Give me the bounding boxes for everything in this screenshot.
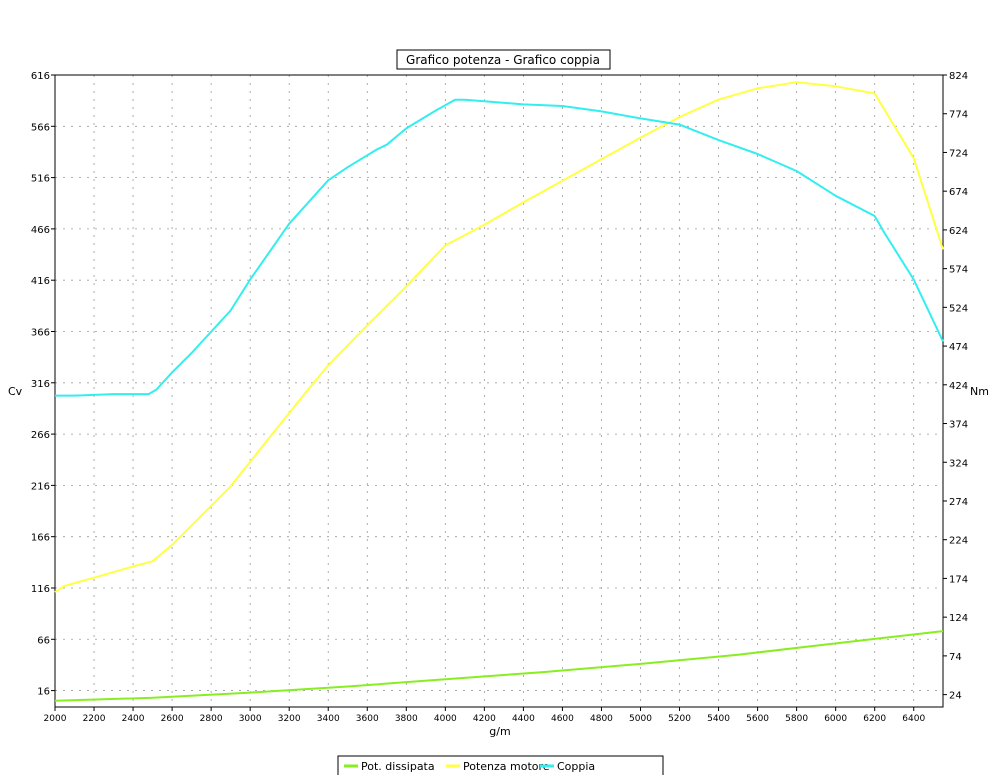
x-tick-label: 4400	[512, 714, 535, 724]
y-left-tick-label: 66	[37, 635, 50, 646]
y-right-tick-label: 424	[949, 381, 968, 392]
y-axis-left-label: Cv	[8, 385, 23, 398]
y-right-tick-label: 624	[949, 226, 968, 237]
x-tick-label: 3200	[278, 714, 301, 724]
plot-frame	[54, 74, 944, 708]
y-left-tick-label: 216	[31, 481, 50, 492]
y-right-tick-label: 724	[949, 148, 968, 159]
y-right-tick-label: 274	[949, 497, 968, 508]
y-left-tick-label: 366	[31, 327, 50, 338]
y-left-tick-label: 166	[31, 533, 50, 544]
y-left-tick-label: 616	[31, 71, 50, 82]
y-left-tick-label: 16	[37, 687, 50, 698]
legend: Pot. dissipata Potenza motore Coppia	[337, 755, 664, 775]
x-tick-label: 3000	[239, 714, 262, 724]
x-axis-label: g/m	[489, 725, 510, 738]
x-tick-label: 5600	[746, 714, 769, 724]
x-tick-label: 4200	[473, 714, 496, 724]
x-tick-label: 2800	[200, 714, 223, 724]
x-tick-label: 4600	[551, 714, 574, 724]
x-tick-label: 2200	[83, 714, 106, 724]
legend-label: Coppia	[557, 760, 595, 773]
series-line-potenza-motore	[54, 81, 944, 593]
x-tick-label: 2600	[161, 714, 184, 724]
y-left-tick-label: 116	[31, 584, 50, 595]
x-tick-label: 5200	[668, 714, 691, 724]
y-left-tick-label: 316	[31, 379, 50, 390]
x-tick-label: 4800	[590, 714, 613, 724]
x-tick-label: 5000	[629, 714, 652, 724]
x-tick-label: 4000	[434, 714, 457, 724]
x-tick-label: 3800	[395, 714, 418, 724]
y-axis-right-label: Nm	[970, 385, 989, 398]
y-right-tick-label: 674	[949, 187, 968, 198]
y-left-tick-label: 466	[31, 225, 50, 236]
y-right-tick-label: 824	[949, 71, 968, 82]
y-right-tick-label: 374	[949, 420, 968, 431]
x-tick-label: 3400	[317, 714, 340, 724]
title-box	[396, 49, 611, 70]
x-tick-label: 3600	[356, 714, 379, 724]
y-left-tick-label: 566	[31, 122, 50, 133]
x-tick-label: 5800	[785, 714, 808, 724]
x-tick-label: 5400	[707, 714, 730, 724]
y-right-tick-label: 124	[949, 613, 968, 624]
y-left-tick-label: 516	[31, 174, 50, 185]
y-right-tick-label: 474	[949, 342, 968, 353]
y-right-tick-label: 174	[949, 574, 968, 585]
legend-label: Pot. dissipata	[361, 760, 435, 773]
y-right-tick-label: 74	[949, 652, 962, 663]
legend-box	[337, 755, 664, 775]
y-right-tick-label: 324	[949, 458, 968, 469]
series-line-coppia	[55, 98, 944, 397]
x-tick-label: 6200	[863, 714, 886, 724]
x-tick-label: 6400	[902, 714, 925, 724]
axis-layer: 2000 2200 2400 2600 2800 3000 3200 3400 3600 3800…	[31, 71, 968, 724]
x-tick-label: 6000	[824, 714, 847, 724]
x-tick-label: 2400	[122, 714, 145, 724]
legend-label: Potenza motore	[463, 760, 550, 773]
series-line-pot-dissipata	[54, 630, 944, 702]
grid-layer	[54, 74, 943, 707]
x-tick-label: 2000	[44, 714, 67, 724]
y-right-tick-label: 24	[949, 691, 962, 702]
y-right-tick-label: 574	[949, 265, 968, 276]
y-right-tick-label: 524	[949, 303, 968, 314]
series-layer	[54, 81, 944, 702]
y-right-tick-label: 224	[949, 536, 968, 547]
y-left-tick-label: 416	[31, 276, 50, 287]
y-right-tick-label: 774	[949, 110, 968, 121]
y-left-tick-label: 266	[31, 430, 50, 441]
chart-title: Grafico potenza - Grafico coppia	[406, 53, 600, 67]
